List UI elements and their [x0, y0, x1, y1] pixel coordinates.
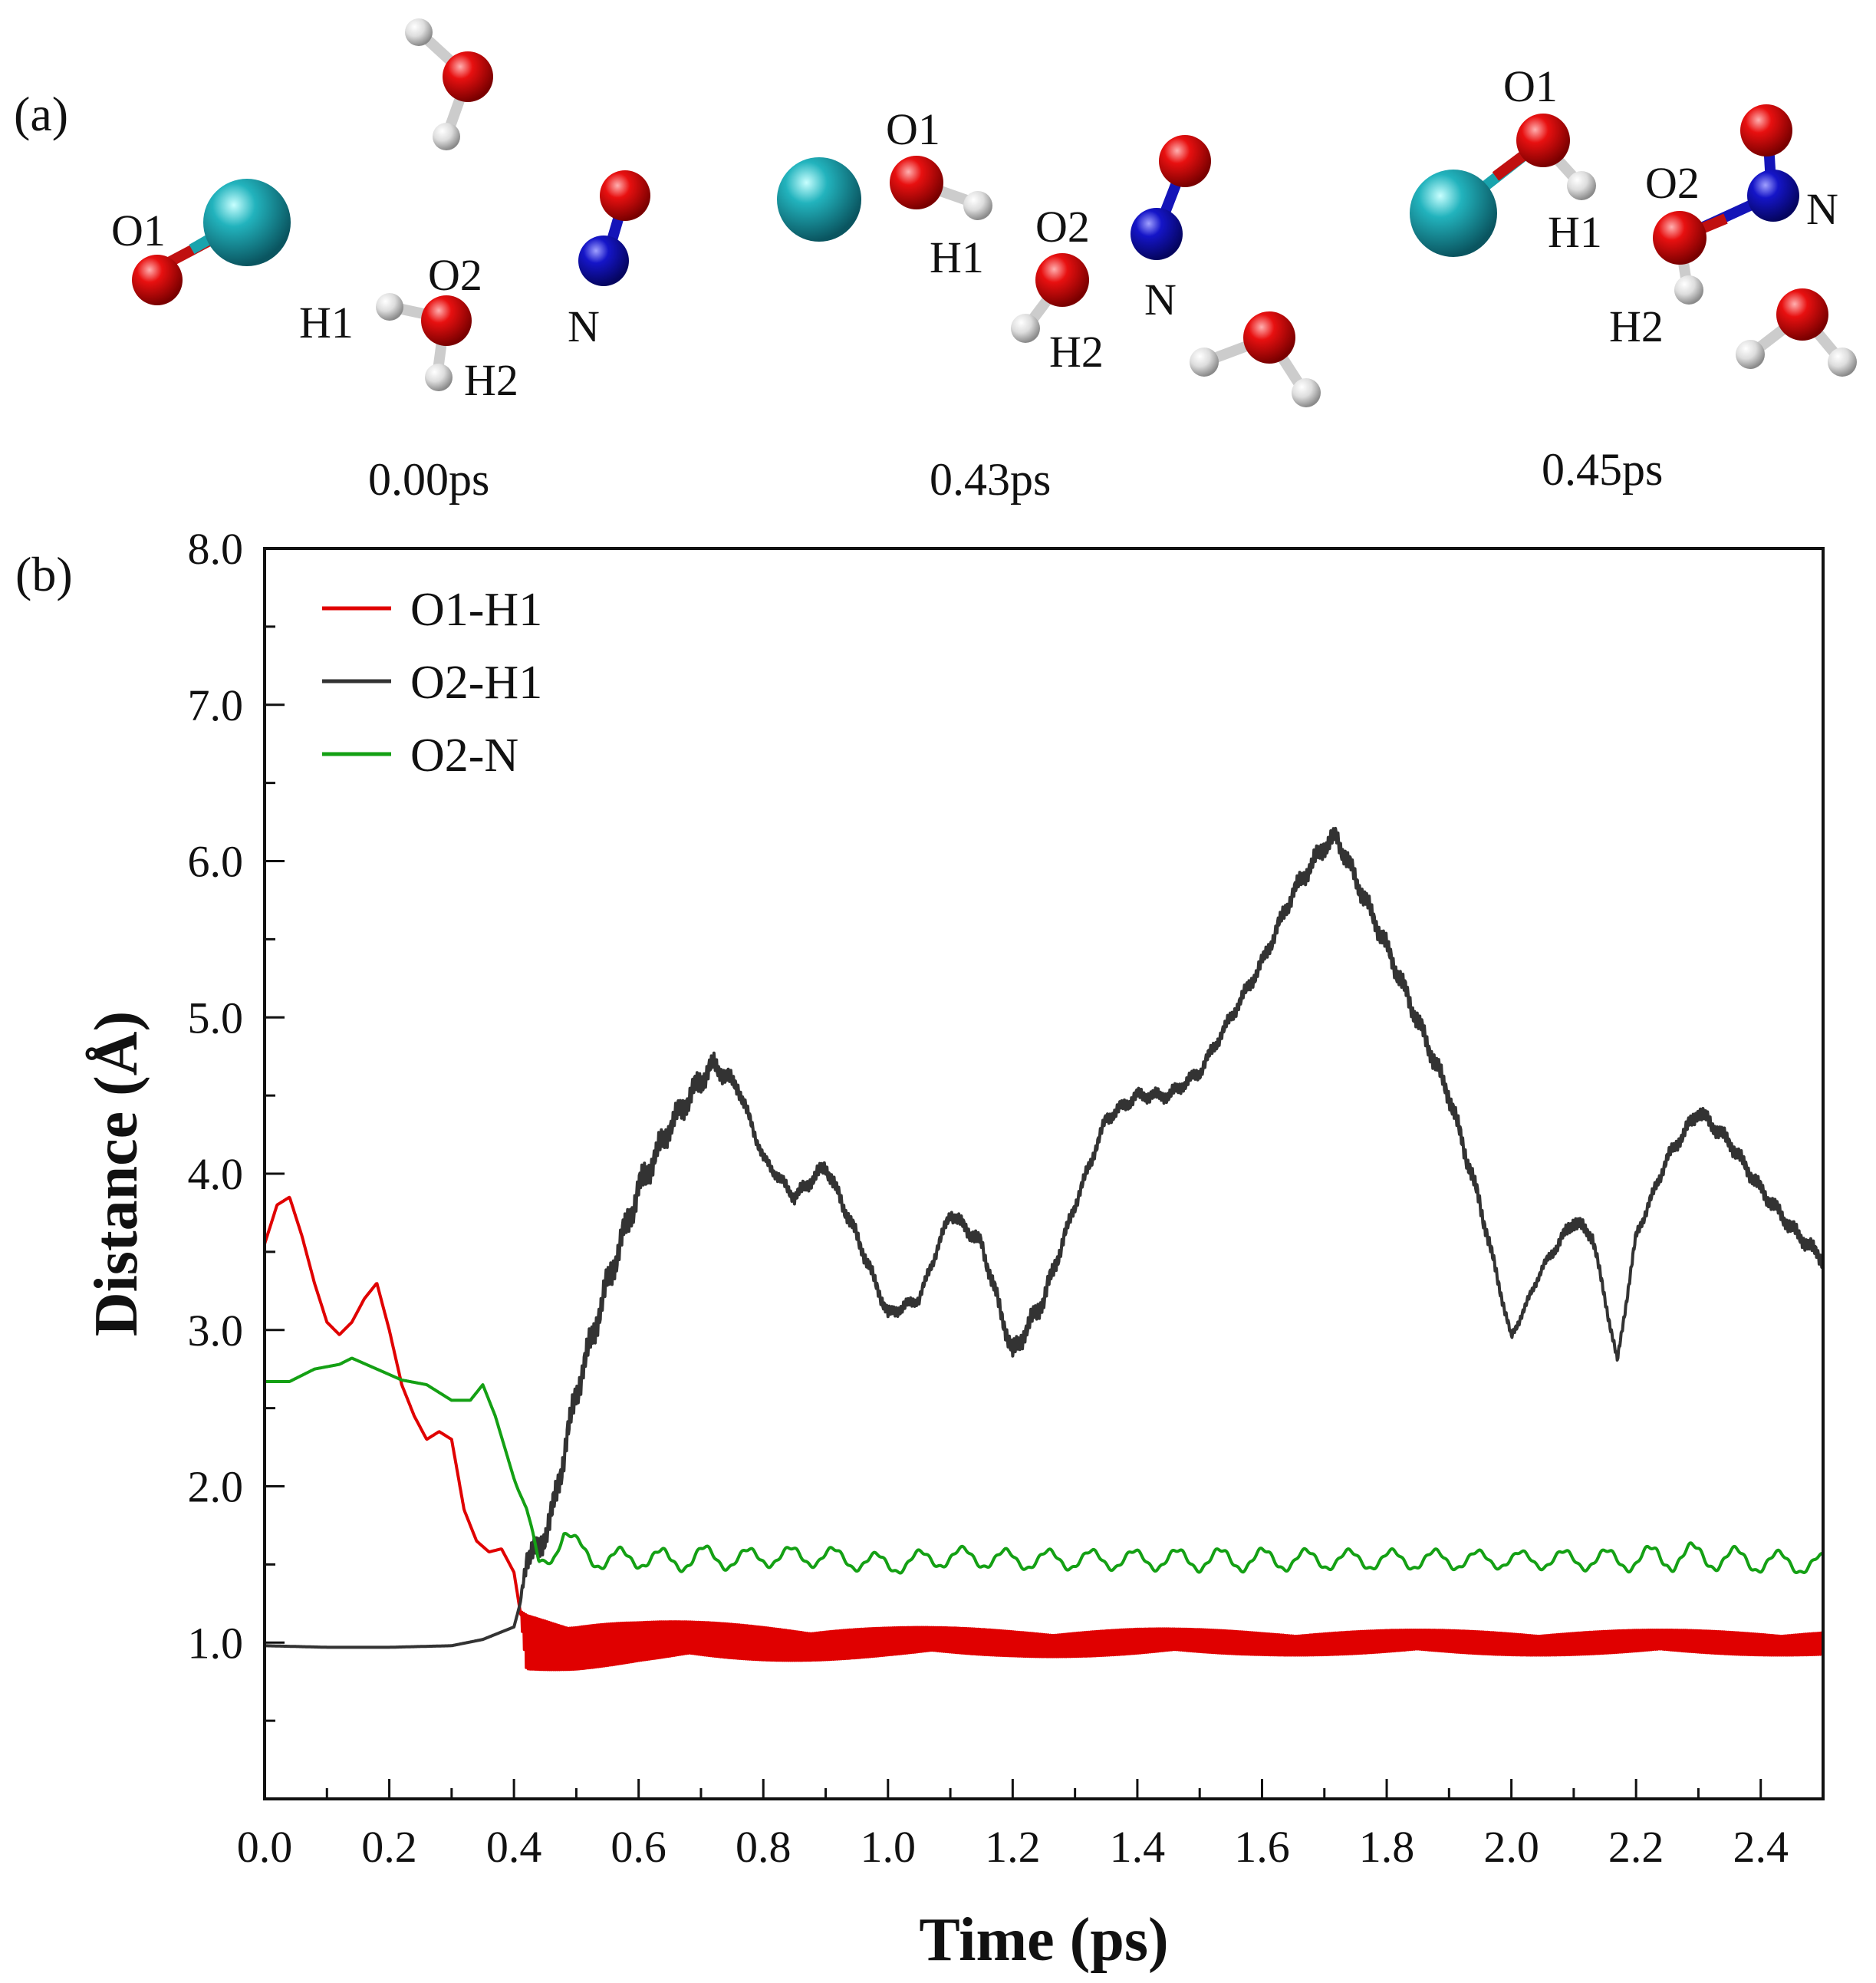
nitrogen-atom	[578, 236, 629, 286]
legend: O1-H1 O2-H1 O2-N	[322, 584, 542, 782]
x-tick-label: 1.0	[861, 1822, 917, 1872]
legend-label-o1-h1: O1-H1	[410, 584, 542, 636]
oxygen-atom	[1776, 288, 1828, 341]
hydrogen-atom-h1	[376, 293, 403, 321]
y-tick-label: 7.0	[188, 680, 244, 730]
hydrogen-atom	[1736, 340, 1765, 369]
y-axis-label: Distance (Å)	[83, 1011, 150, 1336]
hydrogen-atom-h2	[425, 364, 453, 391]
x-tick-label: 2.0	[1483, 1822, 1539, 1872]
hydrogen-atom-h1	[963, 191, 992, 220]
atom-label-o1: O1	[111, 206, 166, 255]
x-tick-label: 0.4	[486, 1822, 542, 1872]
axes: 0.0 0.2 0.4 0.6 0.8 1.0 1.2 1.4 1.6 1.8 2.0 2.2 2.4 1…	[188, 524, 1789, 1872]
hydrogen-atom	[1190, 348, 1219, 377]
hydrogen-atom	[1292, 378, 1321, 407]
oxygen-atom-o2	[1035, 253, 1089, 307]
x-tick-label: 0.8	[736, 1822, 792, 1872]
atom-label-o2: O2	[1645, 158, 1700, 208]
x-tick-label: 1.6	[1234, 1822, 1290, 1872]
atom-label-h2: H2	[464, 355, 518, 405]
hydrogen-atom-h2	[1674, 275, 1703, 305]
y-tick-label: 5.0	[188, 993, 244, 1043]
hydrogen-atom	[433, 123, 460, 150]
atom-label-o1: O1	[1503, 61, 1558, 111]
oxygen-atom-o1	[890, 156, 943, 209]
atom-label-h2: H2	[1609, 301, 1664, 351]
panel-b-label: (b)	[15, 547, 73, 601]
atom-label-h1: H1	[1548, 207, 1602, 257]
plot-series	[263, 826, 1825, 1672]
atom-label-n: N	[1144, 275, 1177, 324]
atom-label-h1: H1	[299, 298, 354, 348]
snapshot-1: O1 O2 H1 H2 N 0.00ps	[111, 18, 650, 505]
metal-atom	[777, 157, 861, 242]
oxygen-atom-o1	[1516, 114, 1570, 167]
x-tick-label: 2.2	[1608, 1822, 1664, 1872]
nitrogen-atom	[1747, 170, 1799, 222]
y-tick-label: 8.0	[188, 524, 244, 574]
metal-atom	[1410, 170, 1497, 257]
y-tick-label: 4.0	[188, 1149, 244, 1199]
x-tick-label: 0.2	[361, 1822, 417, 1872]
oxygen-atom	[1740, 104, 1792, 156]
snapshot-time: 0.45ps	[1542, 444, 1663, 495]
oxygen-atom	[1243, 311, 1295, 364]
y-tick-label: 3.0	[188, 1306, 244, 1355]
x-tick-label: 1.4	[1110, 1822, 1166, 1872]
atom-label-o2: O2	[1035, 202, 1090, 252]
series-line-o2-n	[263, 1356, 1825, 1575]
series-line-o2-h1	[263, 826, 1825, 1649]
legend-label-o2-n: O2-N	[410, 730, 518, 782]
snapshot-time: 0.43ps	[930, 454, 1051, 505]
y-tick-label: 1.0	[188, 1618, 244, 1668]
hydrogen-atom	[1828, 348, 1857, 377]
snapshot-3: O1 H1 O2 H2 N 0.45ps	[1410, 61, 1857, 495]
hydrogen-atom-h2	[1011, 314, 1040, 343]
oxygen-atom-o2	[421, 295, 472, 346]
plot-frame	[263, 547, 1825, 1800]
y-tick-label: 2.0	[188, 1462, 244, 1512]
x-axis-label: Time (ps)	[919, 1906, 1168, 1974]
x-tick-label: 1.2	[985, 1822, 1041, 1872]
oxygen-atom-o1	[132, 255, 183, 305]
oxygen-atom	[1159, 135, 1211, 187]
atom-label-n: N	[568, 301, 600, 351]
x-tick-label: 0.6	[611, 1822, 666, 1872]
nitrogen-atom	[1131, 208, 1183, 260]
metal-atom	[203, 179, 291, 266]
atom-label-h2: H2	[1049, 327, 1104, 377]
hydrogen-atom-h1	[1567, 171, 1596, 200]
atom-label-o1: O1	[886, 104, 940, 154]
hydrogen-atom	[405, 18, 433, 46]
panel-a-label: (a)	[14, 87, 68, 141]
x-tick-label: 0.0	[237, 1822, 293, 1872]
x-tick-label: 2.4	[1733, 1822, 1789, 1872]
y-tick-label: 6.0	[188, 837, 244, 887]
oxygen-atom-o2	[1653, 211, 1707, 265]
snapshot-2: O1 H1 O2 H2 N 0.43ps	[777, 104, 1321, 505]
x-tick-label: 1.8	[1359, 1822, 1415, 1872]
atom-label-h1: H1	[930, 232, 984, 282]
legend-label-o2-h1: O2-H1	[410, 657, 542, 709]
oxygen-atom	[443, 51, 493, 102]
snapshot-time: 0.00ps	[368, 454, 489, 505]
atom-label-n: N	[1806, 184, 1838, 234]
series-line-o1-h1	[263, 1195, 1825, 1672]
atom-label-o2: O2	[428, 250, 482, 300]
oxygen-atom	[600, 170, 650, 221]
